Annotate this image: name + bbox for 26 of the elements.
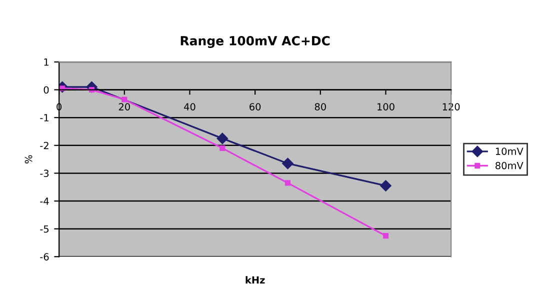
y-tick-label: 1 [44,58,48,66]
chart-title: Range 100mV AC+DC [180,36,330,48]
x-tick-label: 20 [118,103,130,110]
y-axis-title: % [24,155,32,164]
legend-label: 80mV [496,162,524,170]
point [284,180,291,186]
x-tick-label: 40 [184,103,196,110]
x-tick-label: 120 [442,103,460,110]
x-axis-title: kHz [246,276,265,284]
x-tick-label: 100 [378,103,394,110]
legend-label: 10mV [496,148,524,155]
y-tick-label: -6 [40,253,49,260]
point [216,132,228,144]
point [282,158,294,170]
y-tick-label: -1 [40,114,48,122]
point [380,180,392,192]
point [382,233,389,239]
y-tick-label: -4 [40,198,49,205]
y-tick-label: -3 [40,170,49,178]
point [122,96,128,102]
x-tick-label: 60 [250,103,261,110]
point [220,145,226,151]
y-tick-label: -2 [40,142,48,150]
y-tick-label: -5 [40,225,48,233]
y-tick-label: 0 [44,86,49,94]
x-tick-label: 80 [314,103,326,110]
